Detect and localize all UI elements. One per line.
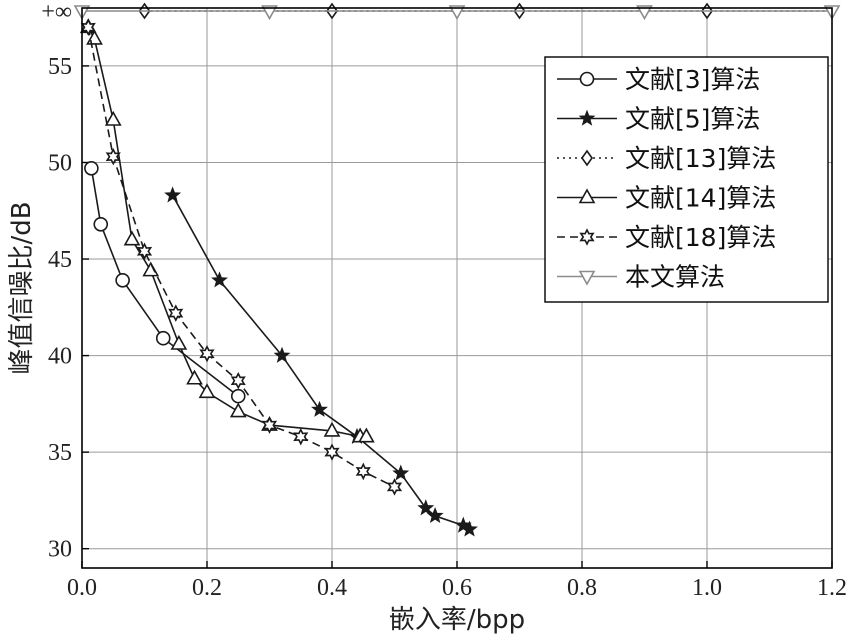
legend-entry-4: 文献[14]算法	[557, 184, 776, 213]
data-point-marker	[578, 270, 596, 286]
data-point-marker	[448, 5, 466, 21]
data-point-marker	[229, 402, 247, 418]
data-point-marker	[311, 400, 328, 417]
series-6	[73, 5, 841, 21]
data-point-marker	[105, 147, 121, 166]
data-point-marker	[230, 371, 246, 390]
data-point-marker	[186, 369, 203, 385]
data-point-marker	[426, 507, 444, 524]
axis-ticks: 0.0 0.2 0.4 0.6 0.8 1.0 1.2 30 35 40 45 50 55 +∞	[41, 0, 847, 601]
x-tick-label: 0.6	[442, 575, 472, 601]
legend-label: 文献[18]算法	[625, 223, 776, 252]
data-point-marker	[84, 160, 99, 176]
y-tick-label: 55	[48, 54, 72, 80]
data-point-marker	[461, 520, 478, 537]
data-point-marker	[198, 383, 216, 399]
series-2	[164, 186, 478, 537]
data-point-marker	[579, 71, 595, 87]
y-tick-label: 35	[48, 440, 72, 466]
data-point-marker	[199, 344, 215, 363]
legend-label: 文献[14]算法	[625, 184, 776, 213]
x-axis-title: 嵌入率/bpp	[389, 605, 525, 635]
data-point-marker	[578, 188, 596, 204]
x-tick-label: 1.2	[817, 575, 847, 601]
legend-box	[544, 56, 829, 303]
data-point-marker	[324, 443, 340, 461]
data-point-marker	[579, 228, 595, 246]
data-point-marker	[155, 330, 171, 346]
data-point-marker	[293, 427, 309, 446]
legend-entry-1: 文献[3]算法	[557, 65, 760, 94]
x-tick-label: 0.8	[567, 575, 597, 601]
x-tick-label: 0.0	[67, 575, 97, 601]
series-line	[171, 194, 470, 531]
legend-label: 文献[13]算法	[625, 144, 776, 173]
x-tick-label: 0.2	[192, 575, 222, 601]
legend-label: 本文算法	[625, 263, 725, 292]
data-point-marker	[386, 478, 403, 496]
x-tick-label: 1.0	[692, 575, 722, 601]
data-point-marker	[104, 110, 122, 126]
data-point-marker	[323, 421, 341, 437]
data-point-marker	[211, 271, 228, 288]
data-point-marker	[636, 5, 653, 21]
legend-entry-3: 文献[13]算法	[557, 144, 776, 173]
series-5	[80, 18, 403, 496]
data-point-marker	[273, 346, 291, 363]
series-line	[87, 26, 367, 438]
data-point-marker	[115, 272, 130, 288]
y-tick-label: 40	[48, 344, 72, 370]
data-point-marker	[261, 5, 278, 21]
y-tick-label-infinity: +∞	[41, 0, 72, 25]
data-point-marker	[392, 464, 410, 481]
legend-entry-2: 文献[5]算法	[557, 105, 760, 134]
series-1	[84, 160, 246, 404]
plot-frame	[81, 7, 833, 569]
legend-label: 文献[3]算法	[625, 65, 760, 94]
data-point-marker	[417, 499, 435, 516]
data-point-marker	[142, 261, 160, 277]
legend: 文献[3]算法文献[5]算法文献[13]算法文献[14]算法文献[18]算法本文…	[544, 56, 829, 303]
data-point-marker	[168, 304, 184, 322]
data-point-marker	[578, 109, 596, 126]
legend-entry-5: 文献[18]算法	[557, 223, 776, 252]
series-line	[87, 27, 395, 488]
data-point-marker	[581, 149, 593, 167]
y-tick-label: 50	[48, 150, 72, 176]
data-point-marker	[230, 388, 246, 404]
data-point-marker	[93, 216, 109, 232]
data-point-marker	[358, 427, 375, 443]
y-tick-label: 30	[48, 537, 72, 563]
y-tick-label: 45	[48, 247, 72, 273]
data-point-marker	[170, 334, 188, 350]
data-point-marker	[164, 186, 182, 203]
legend-label: 文献[5]算法	[625, 105, 760, 134]
x-tick-label: 0.4	[317, 575, 347, 601]
data-point-marker	[261, 416, 278, 434]
y-axis-title: 峰值信噪比/dB	[7, 201, 37, 374]
data-point-marker	[136, 242, 153, 261]
legend-entry-6: 本文算法	[557, 263, 725, 292]
series-4	[79, 18, 375, 443]
data-point-marker	[123, 230, 141, 246]
data-point-marker	[355, 462, 371, 481]
